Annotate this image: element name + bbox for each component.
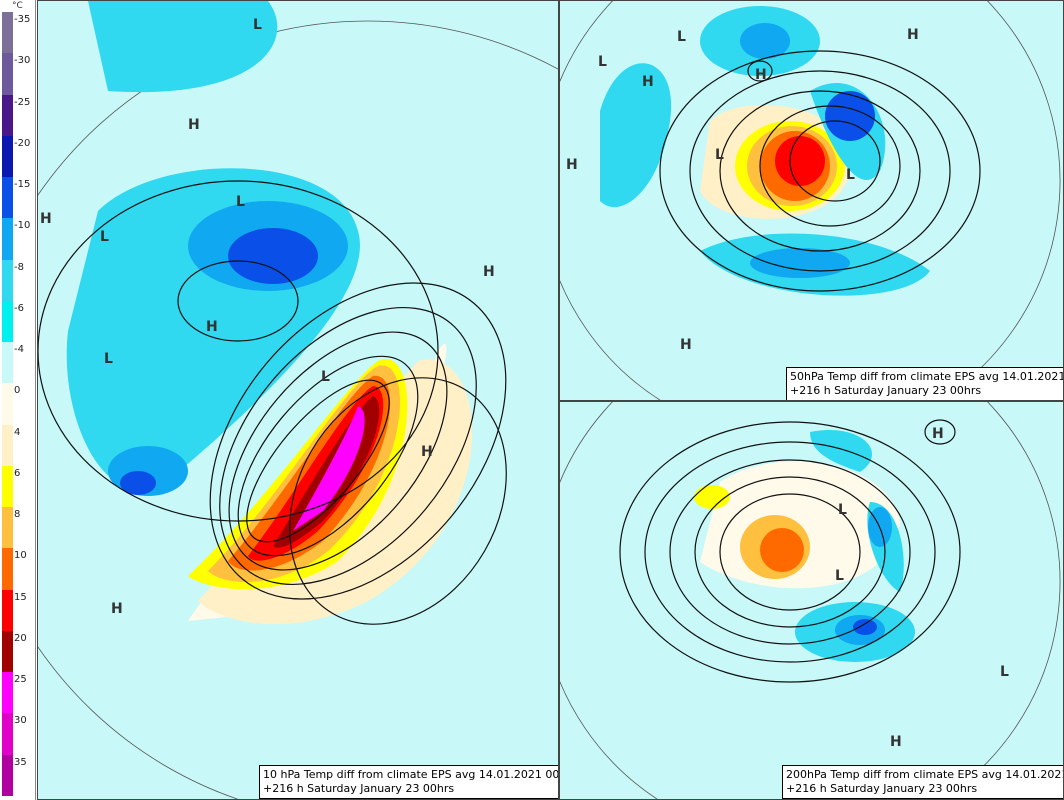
low-marker: L — [715, 147, 724, 163]
high-marker: H — [206, 319, 218, 335]
caption-time: +216 h Saturday January 23 00hrs — [786, 782, 978, 795]
legend-swatch — [2, 754, 13, 796]
legend-swatch — [2, 589, 13, 631]
map-boundary-circle — [560, 402, 1061, 799]
low-marker: L — [104, 351, 113, 367]
caption-200hpa: 200hPa Temp diff from climate EPS avg 14… — [782, 765, 1064, 799]
legend-label: -10 — [14, 220, 31, 232]
map-50hpa: L H L H H H L L H — [560, 1, 1061, 400]
map-panel-10hpa: L H H L L H L H L H H 10 hPa Temp diff f… — [37, 0, 559, 800]
legend-swatch — [2, 94, 13, 136]
legend-label: 35 — [14, 756, 27, 768]
legend-label: -4 — [14, 344, 24, 356]
high-marker: H — [642, 74, 654, 90]
low-marker: L — [236, 194, 245, 210]
legend-label: 4 — [14, 426, 21, 438]
high-marker: H — [566, 157, 578, 173]
legend-label: 30 — [14, 715, 27, 727]
legend-label: -30 — [14, 55, 31, 67]
legend-swatch — [2, 12, 13, 54]
low-marker: L — [677, 29, 686, 45]
caption-time: +216 h Saturday January 23 00hrs — [263, 782, 455, 795]
low-marker: L — [100, 229, 109, 245]
legend-label: 6 — [14, 467, 21, 479]
legend-label: 0 — [14, 385, 21, 397]
legend-swatch — [2, 259, 13, 301]
legend-label: 15 — [14, 591, 27, 603]
legend-label: 8 — [14, 509, 21, 521]
high-marker: H — [421, 444, 433, 460]
high-marker: H — [483, 264, 495, 280]
low-marker: L — [835, 568, 844, 584]
caption-10hpa: 10 hPa Temp diff from climate EPS avg 14… — [259, 765, 559, 799]
color-legend: °C -35 -30 -25 -20 -15 -10 -8 -6 -4 0 4 6 8 10 15 20 25 3… — [0, 0, 36, 800]
low-marker: L — [1000, 664, 1009, 680]
map-boundary-circle — [38, 20, 558, 799]
legend-swatch — [2, 53, 13, 95]
legend-swatch — [2, 300, 13, 343]
high-marker: H — [890, 734, 902, 750]
low-marker: L — [846, 167, 855, 183]
map-10hpa: L H H L L H L H L H H — [38, 1, 558, 799]
map-200hpa: H L L H L — [560, 402, 1061, 799]
legend-swatch — [2, 713, 13, 755]
caption-title: 200hPa Temp diff from climate EPS avg 14… — [786, 768, 1064, 781]
legend-swatch — [2, 177, 13, 219]
low-marker: L — [253, 17, 262, 33]
low-marker: L — [838, 502, 847, 518]
low-marker: L — [321, 369, 330, 385]
legend-swatch — [2, 424, 13, 466]
legend-swatch — [2, 383, 13, 425]
high-marker: H — [932, 426, 944, 442]
high-marker: H — [111, 601, 123, 617]
legend-swatch — [2, 135, 13, 178]
caption-50hpa: 50hPa Temp diff from climate EPS avg 14.… — [786, 367, 1064, 400]
legend-label: -25 — [14, 96, 31, 108]
caption-time: +216 h Saturday January 23 00hrs — [790, 384, 982, 397]
high-marker: H — [907, 27, 919, 43]
legend-swatch — [2, 465, 13, 508]
legend-label: 25 — [14, 674, 27, 686]
map-boundary-circle — [560, 1, 1061, 400]
legend-label: -35 — [14, 14, 31, 25]
caption-title: 10 hPa Temp diff from climate EPS avg 14… — [263, 768, 559, 781]
caption-title: 50hPa Temp diff from climate EPS avg 14.… — [790, 370, 1064, 383]
high-marker: H — [40, 211, 52, 227]
legend-label: 20 — [14, 632, 27, 644]
map-panel-50hpa: L H L H H H L L H 50hPa Temp diff from c… — [559, 0, 1064, 401]
legend-label: -15 — [14, 179, 31, 191]
legend-swatch — [2, 342, 13, 384]
legend-swatch — [2, 672, 13, 714]
legend-label: 10 — [14, 550, 27, 562]
legend-swatch — [2, 630, 13, 673]
high-marker: H — [188, 117, 200, 133]
legend-swatch — [2, 548, 13, 590]
low-marker: L — [598, 54, 607, 70]
legend-label: -6 — [14, 302, 24, 314]
high-marker: H — [755, 67, 767, 83]
legend-label: -8 — [14, 261, 24, 273]
legend-swatch — [2, 218, 13, 260]
legend-swatch — [2, 507, 13, 549]
legend-unit: °C — [12, 1, 23, 11]
map-panel-200hpa: H L L H L 200hPa Temp diff from climate … — [559, 401, 1064, 800]
legend-label: -20 — [14, 137, 31, 149]
high-marker: H — [680, 337, 692, 353]
